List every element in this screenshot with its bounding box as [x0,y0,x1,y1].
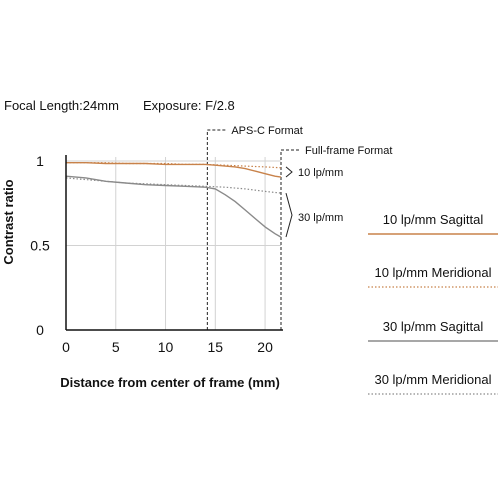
grid-lines [66,157,281,330]
x-axis-title: Distance from center of frame (mm) [60,375,280,390]
series-line-1 [66,162,282,169]
legend-label-2: 30 lp/mm Sagittal [383,319,484,334]
group-bracket-1 [285,192,293,238]
y-axis-title: Contrast ratio [1,179,16,264]
x-tick-label-0: 0 [62,339,70,355]
group-labels: 10 lp/mm 30 lp/mm [285,166,343,238]
group-label-0: 10 lp/mm [298,167,343,179]
y-tick-label-2: 1 [36,153,44,169]
series-line-0 [66,162,282,178]
legend-label-3: 30 lp/mm Meridional [374,372,491,387]
x-tick-label-4: 20 [257,339,273,355]
group-label-1: 30 lp/mm [298,212,343,224]
format-marker-label-1: Full-frame Format [305,145,392,157]
legend: 10 lp/mm Sagittal 10 lp/mm Meridional 30 l… [368,212,498,395]
format-marker-label-0: APS-C Format [231,125,303,137]
legend-label-1: 10 lp/mm Meridional [374,265,491,280]
x-tick-label-2: 10 [158,339,174,355]
y-tick-labels: 00.51 [30,153,50,338]
series-line-3 [65,177,282,194]
y-tick-label-0: 0 [36,322,44,338]
x-tick-label-1: 5 [112,339,120,355]
axes [65,155,283,331]
legend-label-0: 10 lp/mm Sagittal [383,212,484,227]
series-line-2 [65,175,282,238]
x-tick-labels: 0 5 10 15 20 [62,339,273,355]
series-lines [65,162,282,238]
group-bracket-0 [285,166,293,178]
exposure-label: Exposure: F/2.8 [143,98,235,113]
y-tick-label-1: 0.5 [30,238,50,254]
focal-length-label: Focal Length:24mm [4,98,119,113]
x-tick-label-3: 15 [208,339,224,355]
